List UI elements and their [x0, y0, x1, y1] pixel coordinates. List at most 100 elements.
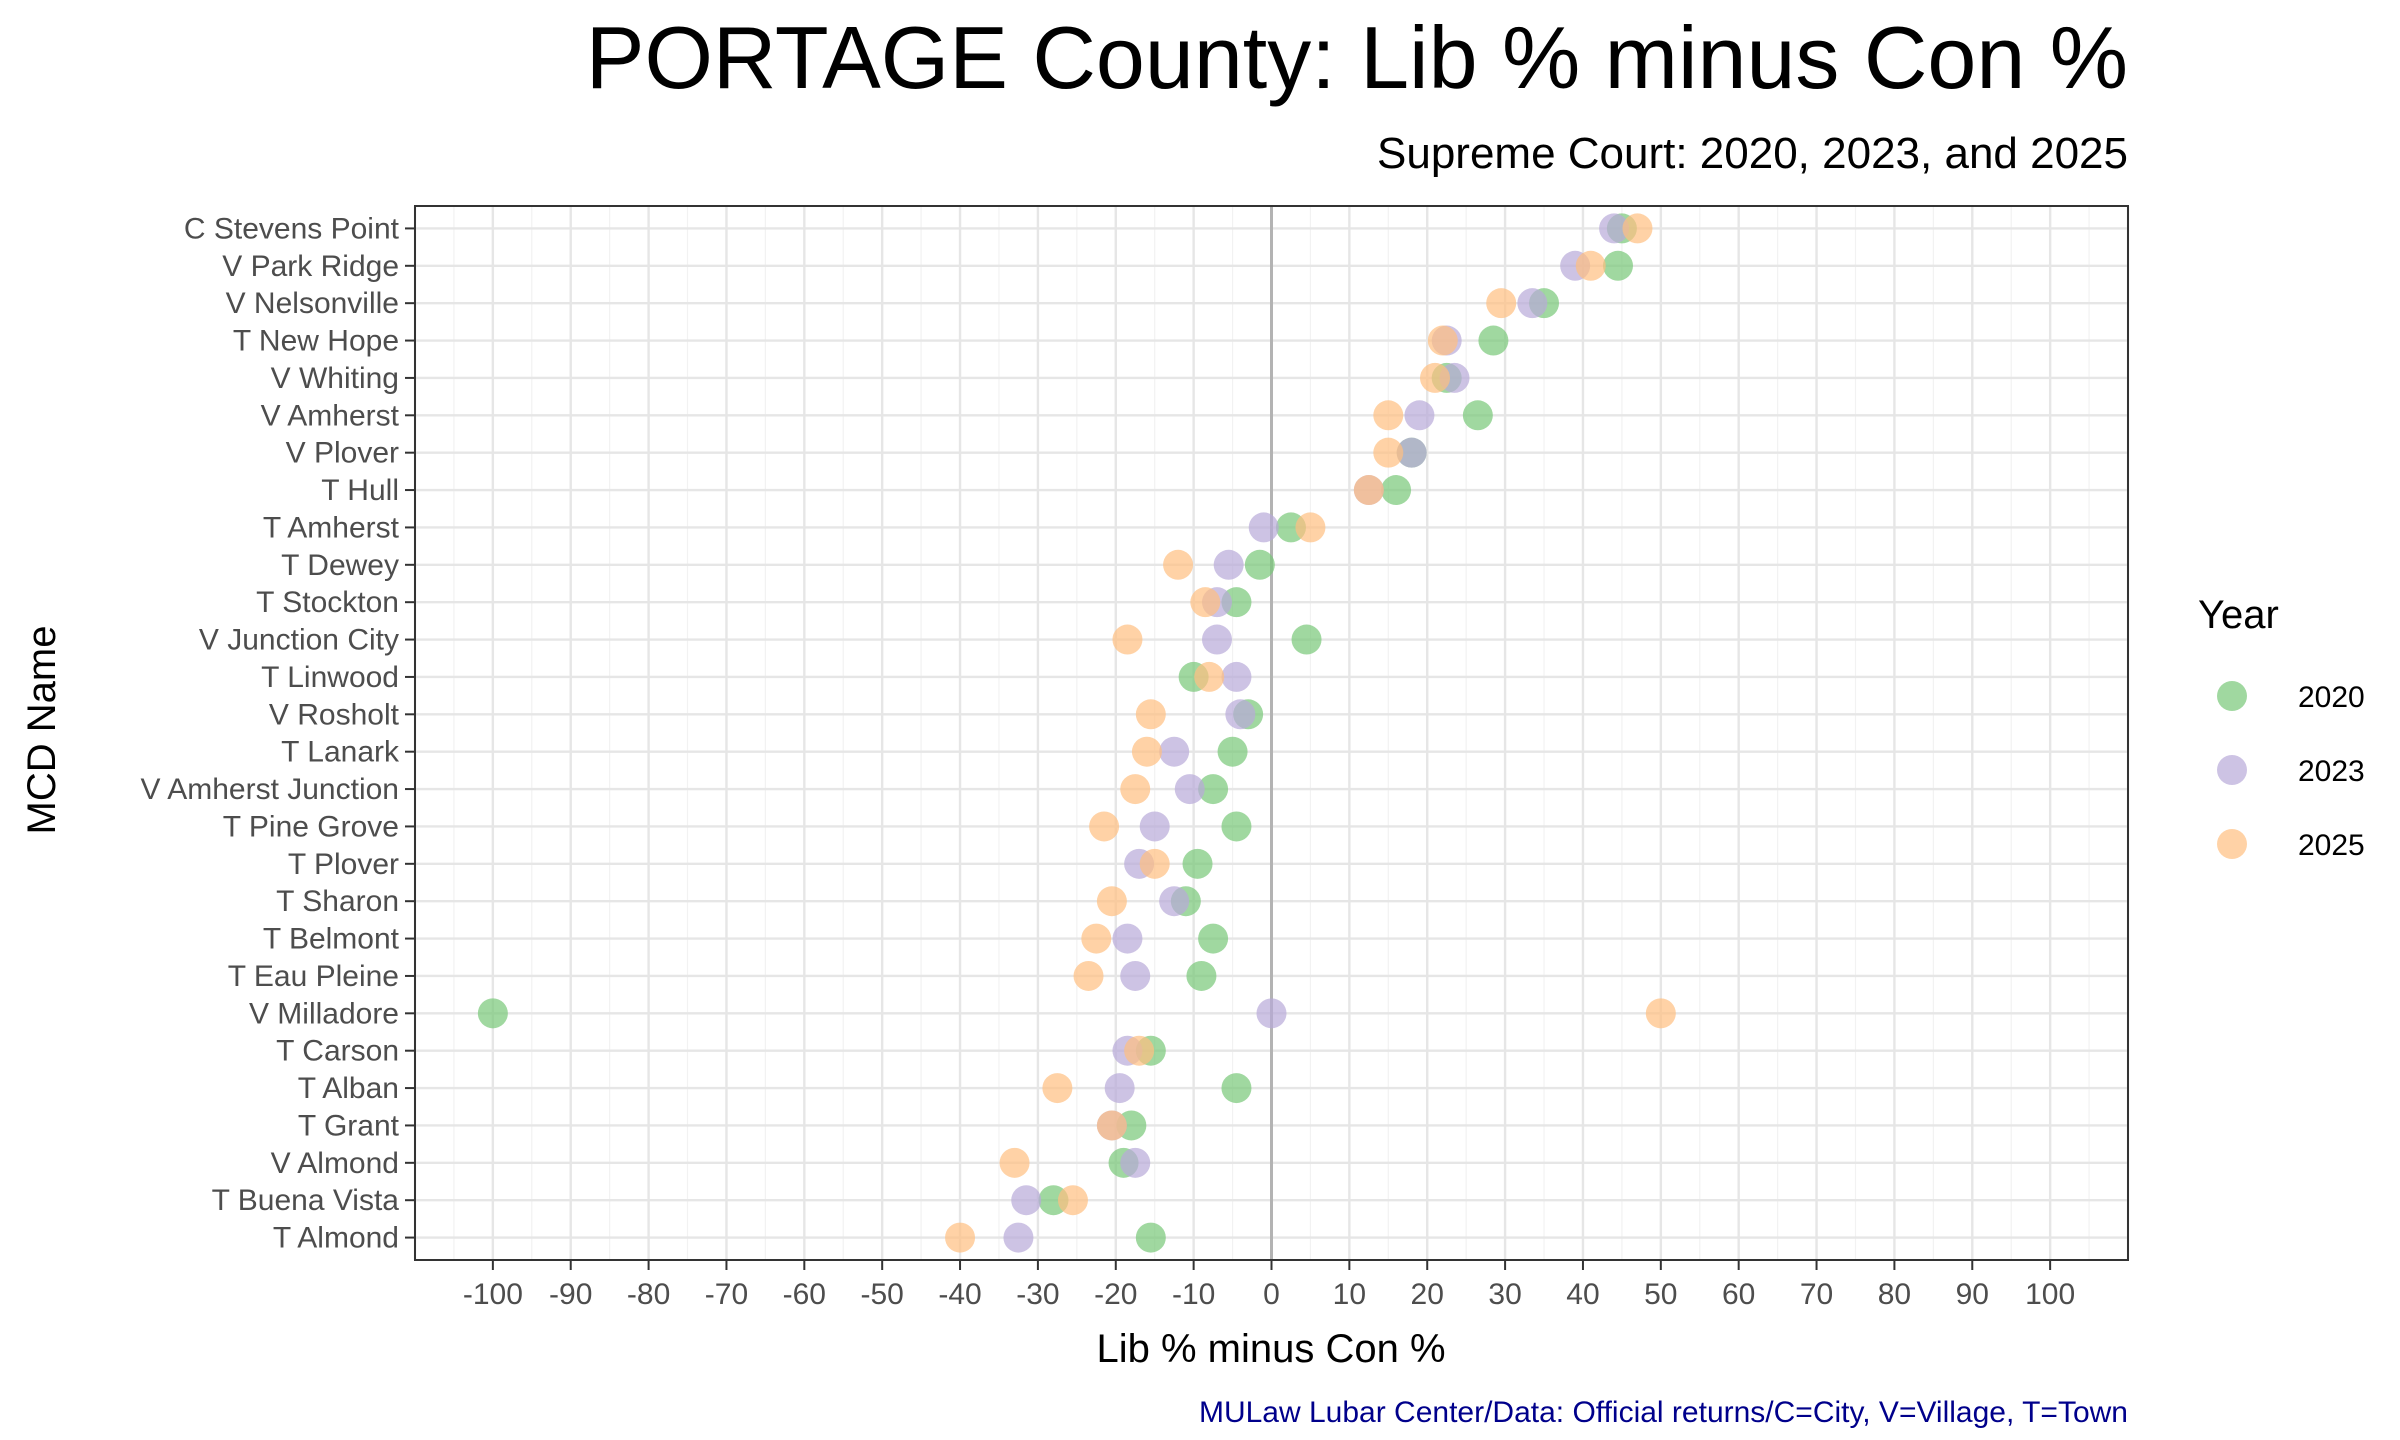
y-tick-label: T Alban: [298, 1072, 399, 1105]
point-2025-v-rosholt: [1135, 699, 1166, 730]
x-tick-label: -10: [1172, 1278, 1215, 1311]
legend-label-2020: 2020: [2298, 681, 2365, 714]
legend-label-2025: 2025: [2298, 829, 2365, 862]
x-tick-label: 0: [1263, 1278, 1280, 1311]
x-tick-label: -70: [705, 1278, 748, 1311]
point-2020-v-junction-city: [1291, 624, 1322, 655]
y-tick-label: T Plover: [288, 848, 399, 881]
legend-title: Year: [2198, 593, 2279, 637]
x-tick-label: 80: [1878, 1278, 1911, 1311]
point-2025-v-junction-city: [1112, 624, 1143, 655]
x-tick-label: 90: [1956, 1278, 1989, 1311]
point-2025-v-almond: [999, 1147, 1030, 1178]
x-tick-label: -40: [938, 1278, 981, 1311]
x-tick-label: 30: [1488, 1278, 1521, 1311]
point-2025-v-plover: [1373, 437, 1404, 468]
point-2025-v-milladore: [1645, 998, 1676, 1029]
legend-label-2023: 2023: [2298, 755, 2365, 788]
point-2020-v-amherst: [1462, 400, 1493, 431]
y-tick-label: T Amherst: [263, 511, 400, 544]
chart-caption: MULaw Lubar Center/Data: Official return…: [1199, 1396, 2128, 1429]
point-2025-t-new-hope: [1427, 325, 1458, 356]
point-2025-v-amherst: [1373, 400, 1404, 431]
point-2023-t-eau-pleine: [1120, 960, 1151, 991]
point-2025-t-eau-pleine: [1073, 960, 1104, 991]
x-tick-label: -100: [463, 1278, 523, 1311]
y-tick-label: T Lanark: [281, 736, 400, 769]
point-2025-t-pine-grove: [1089, 811, 1120, 842]
point-2023-v-nelsonville: [1517, 288, 1548, 319]
point-2020-t-hull: [1381, 475, 1412, 506]
point-2020-t-alban: [1221, 1073, 1252, 1104]
x-tick-label: -60: [783, 1278, 826, 1311]
point-2025-t-almond: [945, 1222, 976, 1253]
point-2023-v-junction-city: [1201, 624, 1232, 655]
y-tick-label: T Buena Vista: [212, 1184, 400, 1217]
y-tick-label: T Almond: [273, 1222, 399, 1255]
y-tick-label: T Sharon: [276, 885, 399, 918]
x-tick-label: -50: [861, 1278, 904, 1311]
point-2020-t-lanark: [1217, 736, 1248, 767]
point-2023-t-almond: [1003, 1222, 1034, 1253]
point-2025-t-buena-vista: [1057, 1185, 1088, 1216]
point-2025-t-lanark: [1131, 736, 1162, 767]
y-tick-label: V Whiting: [271, 362, 399, 395]
point-2020-t-belmont: [1198, 923, 1229, 954]
y-tick-label: T Belmont: [263, 923, 400, 956]
point-2023-t-buena-vista: [1011, 1185, 1042, 1216]
legend-key-2020: [2217, 681, 2247, 711]
y-tick-label: T Linwood: [261, 661, 399, 694]
point-2023-c-stevens-point: [1599, 213, 1630, 244]
point-2025-t-plover: [1139, 848, 1170, 879]
y-tick-label: V Park Ridge: [222, 250, 399, 283]
point-2025-v-whiting: [1420, 362, 1451, 393]
y-tick-label: V Plover: [286, 437, 399, 470]
x-tick-label: -30: [1016, 1278, 1059, 1311]
point-2020-v-park-ridge: [1602, 250, 1633, 281]
point-2025-t-stockton: [1190, 587, 1221, 618]
point-2025-t-dewey: [1163, 549, 1194, 580]
x-tick-label: -20: [1094, 1278, 1137, 1311]
y-axis-title: MCD Name: [20, 626, 64, 835]
y-axis: C Stevens Point V Park Ridge V Nelsonville…: [141, 212, 415, 1255]
y-tick-label: V Almond: [271, 1147, 399, 1180]
y-tick-label: T Hull: [321, 474, 399, 507]
point-2023-v-amherst: [1404, 400, 1435, 431]
point-2025-c-stevens-point: [1622, 213, 1653, 244]
point-2023-v-almond: [1120, 1147, 1151, 1178]
point-2023-v-amherst-junction: [1174, 774, 1205, 805]
point-2023-v-plover: [1396, 437, 1427, 468]
point-2025-v-nelsonville: [1486, 288, 1517, 319]
point-2025-t-belmont: [1081, 923, 1112, 954]
x-tick-label: 100: [2025, 1278, 2075, 1311]
point-2020-v-amherst-junction: [1198, 774, 1229, 805]
point-2023-t-dewey: [1213, 549, 1244, 580]
point-2025-t-alban: [1042, 1073, 1073, 1104]
y-tick-label: T Dewey: [281, 549, 399, 582]
point-2020-t-dewey: [1244, 549, 1275, 580]
x-tick-label: 70: [1800, 1278, 1833, 1311]
point-2023-t-alban: [1104, 1073, 1135, 1104]
point-2025-t-amherst: [1295, 512, 1326, 543]
point-2020-t-plover: [1182, 848, 1213, 879]
y-tick-label: V Milladore: [249, 997, 399, 1030]
x-tick-label: -90: [549, 1278, 592, 1311]
chart-subtitle: Supreme Court: 2020, 2023, and 2025: [1377, 129, 2128, 178]
point-2020-t-new-hope: [1478, 325, 1509, 356]
y-tick-label: T Pine Grove: [223, 810, 399, 843]
point-2020-t-pine-grove: [1221, 811, 1252, 842]
point-2020-t-eau-pleine: [1186, 960, 1217, 991]
point-2023-t-pine-grove: [1139, 811, 1170, 842]
legend: Year 2020 2023 2025: [2198, 593, 2365, 862]
y-tick-label: T New Hope: [233, 325, 399, 358]
x-tick-label: 40: [1566, 1278, 1599, 1311]
y-tick-label: T Stockton: [256, 586, 399, 619]
data-points: [477, 213, 1676, 1253]
point-2025-v-amherst-junction: [1120, 774, 1151, 805]
x-tick-label: 50: [1644, 1278, 1677, 1311]
y-tick-label: C Stevens Point: [184, 212, 400, 245]
y-tick-label: T Grant: [298, 1109, 400, 1142]
y-tick-label: V Junction City: [199, 624, 399, 657]
x-axis-title: Lib % minus Con %: [1096, 1327, 1445, 1371]
